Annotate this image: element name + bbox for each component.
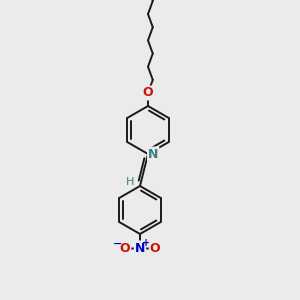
Text: N: N	[135, 242, 145, 254]
Text: N: N	[148, 148, 158, 160]
Text: H: H	[126, 177, 134, 187]
Text: +: +	[142, 238, 150, 248]
Text: O: O	[150, 242, 160, 256]
Text: O: O	[143, 86, 153, 100]
Text: O: O	[120, 242, 130, 256]
Text: −: −	[113, 239, 123, 249]
